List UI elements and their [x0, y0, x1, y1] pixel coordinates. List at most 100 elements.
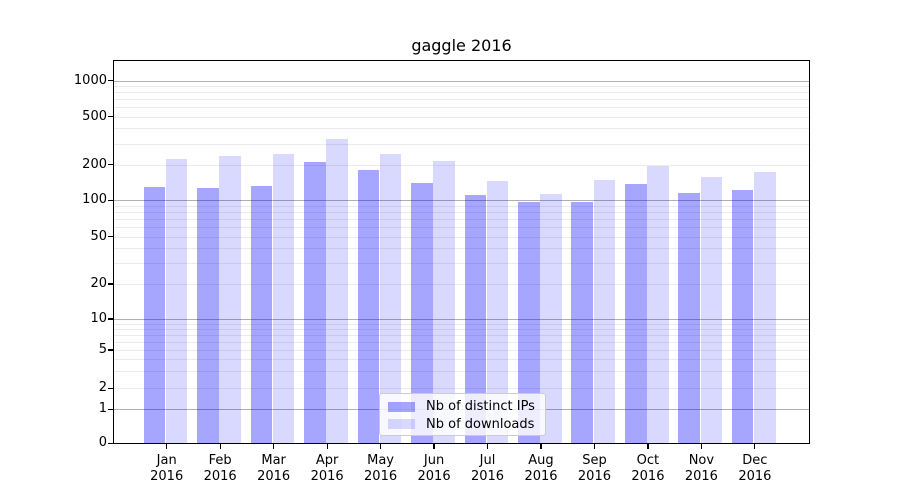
y-tick-label: 5 — [98, 342, 107, 357]
x-tick-mark — [540, 444, 542, 449]
y-tick-label: 2 — [98, 380, 107, 396]
x-tick-label: May 2016 — [351, 453, 411, 484]
minor-gridline — [113, 341, 810, 343]
y-tick-mark — [108, 199, 113, 201]
bar-distinct-ips — [464, 195, 487, 444]
y-tick-mark — [108, 283, 113, 285]
x-tick-month: May — [367, 453, 395, 468]
x-tick-year: 2016 — [257, 468, 291, 484]
x-tick-year: 2016 — [470, 468, 505, 484]
x-tick-year: 2016 — [417, 468, 451, 484]
bar-downloads — [486, 180, 509, 444]
minor-gridline — [113, 107, 810, 109]
x-tick-mark — [754, 444, 756, 449]
minor-gridline — [113, 236, 810, 238]
bar-distinct-ips — [357, 170, 380, 444]
minor-gridline — [113, 248, 810, 250]
y-tick-label: 200 — [82, 156, 107, 172]
x-tick-month: Feb — [208, 453, 232, 468]
chart-title: gaggle 2016 — [411, 36, 512, 55]
x-tick-mark — [219, 444, 221, 449]
minor-gridline — [113, 211, 810, 213]
minor-gridline — [113, 334, 810, 336]
minor-gridline — [113, 86, 810, 88]
legend-item: Nb of downloads — [388, 416, 537, 434]
minor-gridline — [113, 328, 810, 330]
y-tick-label: 20 — [90, 276, 107, 291]
minor-gridline — [113, 92, 810, 94]
minor-gridline — [113, 350, 810, 351]
minor-gridline — [113, 205, 810, 207]
bar-distinct-ips — [517, 202, 540, 444]
y-tick-mark — [108, 235, 113, 238]
x-tick-year: 2016 — [203, 468, 237, 484]
x-tick-mark — [700, 444, 702, 449]
y-tick-mark — [108, 408, 113, 410]
y-tick-mark — [108, 387, 113, 389]
x-tick-month: Mar — [261, 453, 286, 468]
minor-gridline — [113, 128, 810, 130]
x-tick-label: Sep 2016 — [564, 453, 624, 484]
x-tick-mark — [593, 444, 596, 449]
bar-distinct-ips — [250, 185, 273, 444]
x-tick-year: 2016 — [684, 468, 718, 484]
y-tick-mark — [108, 442, 113, 444]
x-tick-label: Jan 2016 — [137, 453, 197, 484]
y-tick-label: 0 — [98, 435, 107, 451]
legend-label: Nb of downloads — [426, 416, 535, 432]
plot-area — [113, 60, 810, 444]
y-tick-label: 1 — [98, 401, 107, 417]
minor-gridline — [113, 359, 810, 361]
y-tick-mark — [108, 318, 113, 320]
x-tick-year: 2016 — [524, 468, 558, 484]
y-tick-mark — [108, 164, 113, 166]
x-tick-year: 2016 — [631, 468, 665, 484]
y-tick-label: 1000 — [73, 72, 107, 88]
minor-gridline — [113, 284, 810, 285]
bar-downloads — [219, 156, 241, 444]
x-tick-label: Mar 2016 — [244, 453, 304, 484]
x-tick-month: Oct — [636, 453, 660, 468]
bar-distinct-ips — [731, 189, 754, 444]
x-tick-label: Oct 2016 — [618, 453, 678, 484]
x-tick-mark — [326, 444, 328, 449]
x-tick-label: Dec 2016 — [725, 453, 785, 484]
x-tick-label: Aug 2016 — [511, 453, 571, 484]
x-tick-year: 2016 — [738, 468, 772, 484]
minor-gridline — [113, 218, 810, 220]
x-tick-mark — [166, 444, 168, 449]
bar-distinct-ips — [571, 201, 594, 444]
minor-gridline — [113, 226, 810, 228]
x-tick-mark — [486, 444, 489, 449]
x-tick-year: 2016 — [577, 468, 611, 484]
x-tick-month: Sep — [582, 453, 607, 468]
bar-downloads — [700, 176, 723, 444]
y-tick-mark — [108, 80, 113, 82]
x-tick-year: 2016 — [364, 468, 398, 484]
y-tick-label: 500 — [82, 108, 107, 124]
x-tick-label: Apr 2016 — [297, 453, 357, 484]
major-gridline — [113, 80, 810, 82]
bar-distinct-ips — [197, 187, 219, 444]
minor-gridline — [113, 388, 810, 390]
x-tick-label: Feb 2016 — [190, 453, 250, 484]
bar-downloads — [540, 193, 562, 444]
x-tick-month: Jul — [479, 453, 496, 468]
minor-gridline — [113, 371, 810, 373]
bar-downloads — [593, 180, 616, 444]
minor-gridline — [113, 143, 810, 145]
bar-distinct-ips — [624, 183, 647, 444]
y-tick-mark — [108, 116, 113, 118]
y-tick-mark — [108, 349, 113, 351]
x-tick-mark — [273, 444, 275, 449]
x-tick-month: Jan — [156, 453, 177, 468]
x-tick-mark — [433, 444, 435, 449]
x-tick-label: Jun 2016 — [404, 453, 464, 484]
major-gridline — [113, 200, 810, 202]
x-tick-month: Dec — [742, 453, 768, 468]
x-tick-month: Apr — [315, 453, 339, 468]
bar-distinct-ips — [411, 183, 433, 444]
x-tick-year: 2016 — [150, 468, 184, 484]
legend-swatch — [388, 419, 415, 430]
